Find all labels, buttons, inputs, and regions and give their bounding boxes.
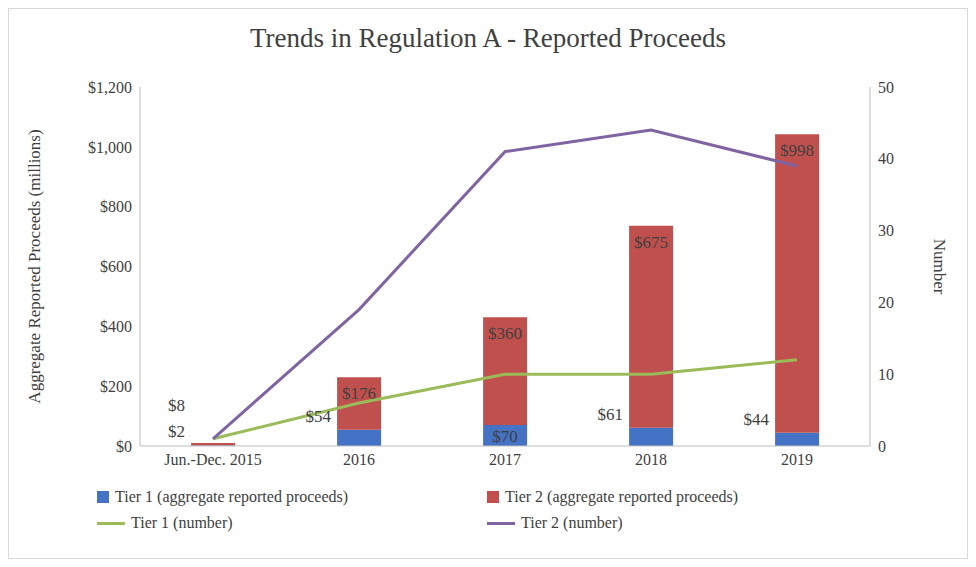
svg-text:2017: 2017 (489, 451, 521, 468)
svg-text:20: 20 (878, 294, 894, 311)
svg-text:$8: $8 (168, 396, 185, 415)
svg-text:50: 50 (878, 79, 894, 96)
svg-text:$200: $200 (100, 378, 132, 395)
svg-text:Jun.-Dec. 2015: Jun.-Dec. 2015 (164, 451, 261, 468)
svg-text:$176: $176 (342, 384, 376, 403)
svg-text:$400: $400 (100, 318, 132, 335)
svg-text:0: 0 (878, 438, 886, 455)
html-text:Trends in Regulation A - Repor: Trends in Regulation A - Reported Procee… (250, 23, 726, 53)
svg-text:10: 10 (878, 366, 894, 383)
svg-text:$998: $998 (780, 141, 814, 160)
svg-text:$1,000: $1,000 (88, 139, 132, 156)
svg-text:2019: 2019 (781, 451, 813, 468)
html-text:Tier 2 (aggregate reported pro: Tier 2 (aggregate reported proceeds) (505, 488, 739, 505)
svg-text:$2: $2 (168, 422, 185, 441)
svg-text:Number: Number (930, 239, 949, 295)
html-text:Tier 1 (aggregate reported pro: Tier 1 (aggregate reported proceeds) (115, 488, 349, 505)
svg-text:$61: $61 (598, 405, 624, 424)
svg-text:Aggregate Reported Proceeds (m: Aggregate Reported Proceeds (millions) (25, 129, 44, 403)
svg-text:$70: $70 (492, 427, 518, 446)
svg-text:$54: $54 (306, 407, 332, 426)
svg-text:40: 40 (878, 150, 894, 167)
svg-text:$675: $675 (634, 233, 668, 252)
svg-text:2018: 2018 (635, 451, 667, 468)
svg-text:30: 30 (878, 222, 894, 239)
svg-text:$360: $360 (488, 324, 522, 343)
html-text:Tier 2 (number): Tier 2 (number) (521, 514, 623, 531)
svg-text:$800: $800 (100, 198, 132, 215)
svg-text:2016: 2016 (343, 451, 375, 468)
html-text:Tier 1 (number): Tier 1 (number) (131, 514, 233, 531)
svg-text:$0: $0 (116, 438, 132, 455)
svg-text:$1,200: $1,200 (88, 79, 132, 96)
svg-text:$600: $600 (100, 258, 132, 275)
svg-text:$44: $44 (744, 410, 770, 429)
